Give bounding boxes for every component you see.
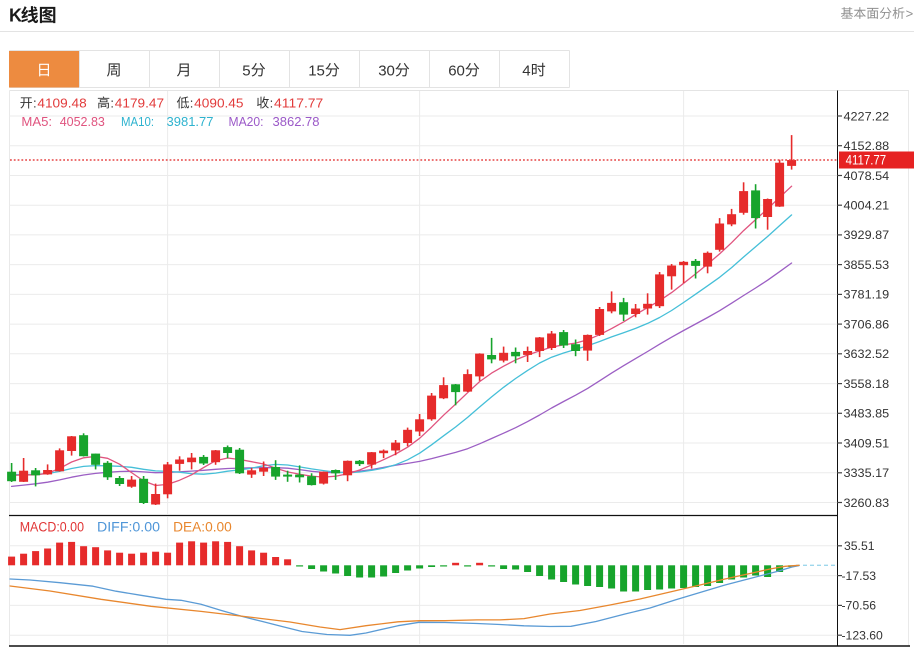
svg-text::: : <box>33 95 37 110</box>
svg-text:3260.83: 3260.83 <box>844 496 890 510</box>
svg-text:35.51: 35.51 <box>844 539 875 553</box>
svg-text::: : <box>110 95 114 110</box>
svg-text:MACD:0.00: MACD:0.00 <box>20 520 84 535</box>
svg-text:4117.77: 4117.77 <box>274 95 323 110</box>
svg-text:4117.77: 4117.77 <box>846 152 887 168</box>
svg-text:4090.45: 4090.45 <box>194 95 243 110</box>
svg-text:3409.51: 3409.51 <box>844 436 890 450</box>
svg-text:3855.53: 3855.53 <box>844 258 890 272</box>
svg-text:5: 5 <box>242 62 250 79</box>
svg-text::: : <box>190 95 194 110</box>
svg-text:3335.17: 3335.17 <box>844 466 890 480</box>
svg-text:-123.60: -123.60 <box>842 629 884 643</box>
svg-text:-70.56: -70.56 <box>842 599 877 613</box>
svg-text:60: 60 <box>448 62 465 79</box>
svg-text:4152.88: 4152.88 <box>844 139 890 153</box>
svg-text:3929.87: 3929.87 <box>844 228 890 242</box>
svg-text:DEA:0.00: DEA:0.00 <box>173 520 232 535</box>
svg-text::: : <box>270 95 274 110</box>
svg-text:3483.85: 3483.85 <box>844 407 890 421</box>
svg-text:3781.19: 3781.19 <box>844 288 890 302</box>
svg-text:3632.52: 3632.52 <box>844 347 890 361</box>
svg-text:3981.77: 3981.77 <box>167 114 214 129</box>
svg-text:4004.21: 4004.21 <box>844 199 890 213</box>
svg-text:MA20:: MA20: <box>229 114 264 129</box>
svg-text:3706.86: 3706.86 <box>844 317 890 331</box>
svg-text:4: 4 <box>522 62 530 79</box>
svg-text:3862.78: 3862.78 <box>273 114 320 129</box>
svg-text:3558.18: 3558.18 <box>844 377 890 391</box>
svg-text:4109.48: 4109.48 <box>37 95 86 110</box>
svg-text:K: K <box>9 6 22 26</box>
svg-text:30: 30 <box>378 62 395 79</box>
svg-text:4078.54: 4078.54 <box>844 169 890 183</box>
svg-text:MA5:: MA5: <box>21 114 52 129</box>
svg-text:>: > <box>906 6 914 21</box>
svg-text:-17.53: -17.53 <box>842 569 877 583</box>
svg-text:15: 15 <box>308 62 325 79</box>
svg-text:4052.83: 4052.83 <box>60 114 105 129</box>
svg-text:DIFF:0.00: DIFF:0.00 <box>97 520 160 535</box>
svg-text:4179.47: 4179.47 <box>115 95 164 110</box>
svg-text:MA10:: MA10: <box>121 114 154 129</box>
svg-text:4227.22: 4227.22 <box>844 109 890 123</box>
